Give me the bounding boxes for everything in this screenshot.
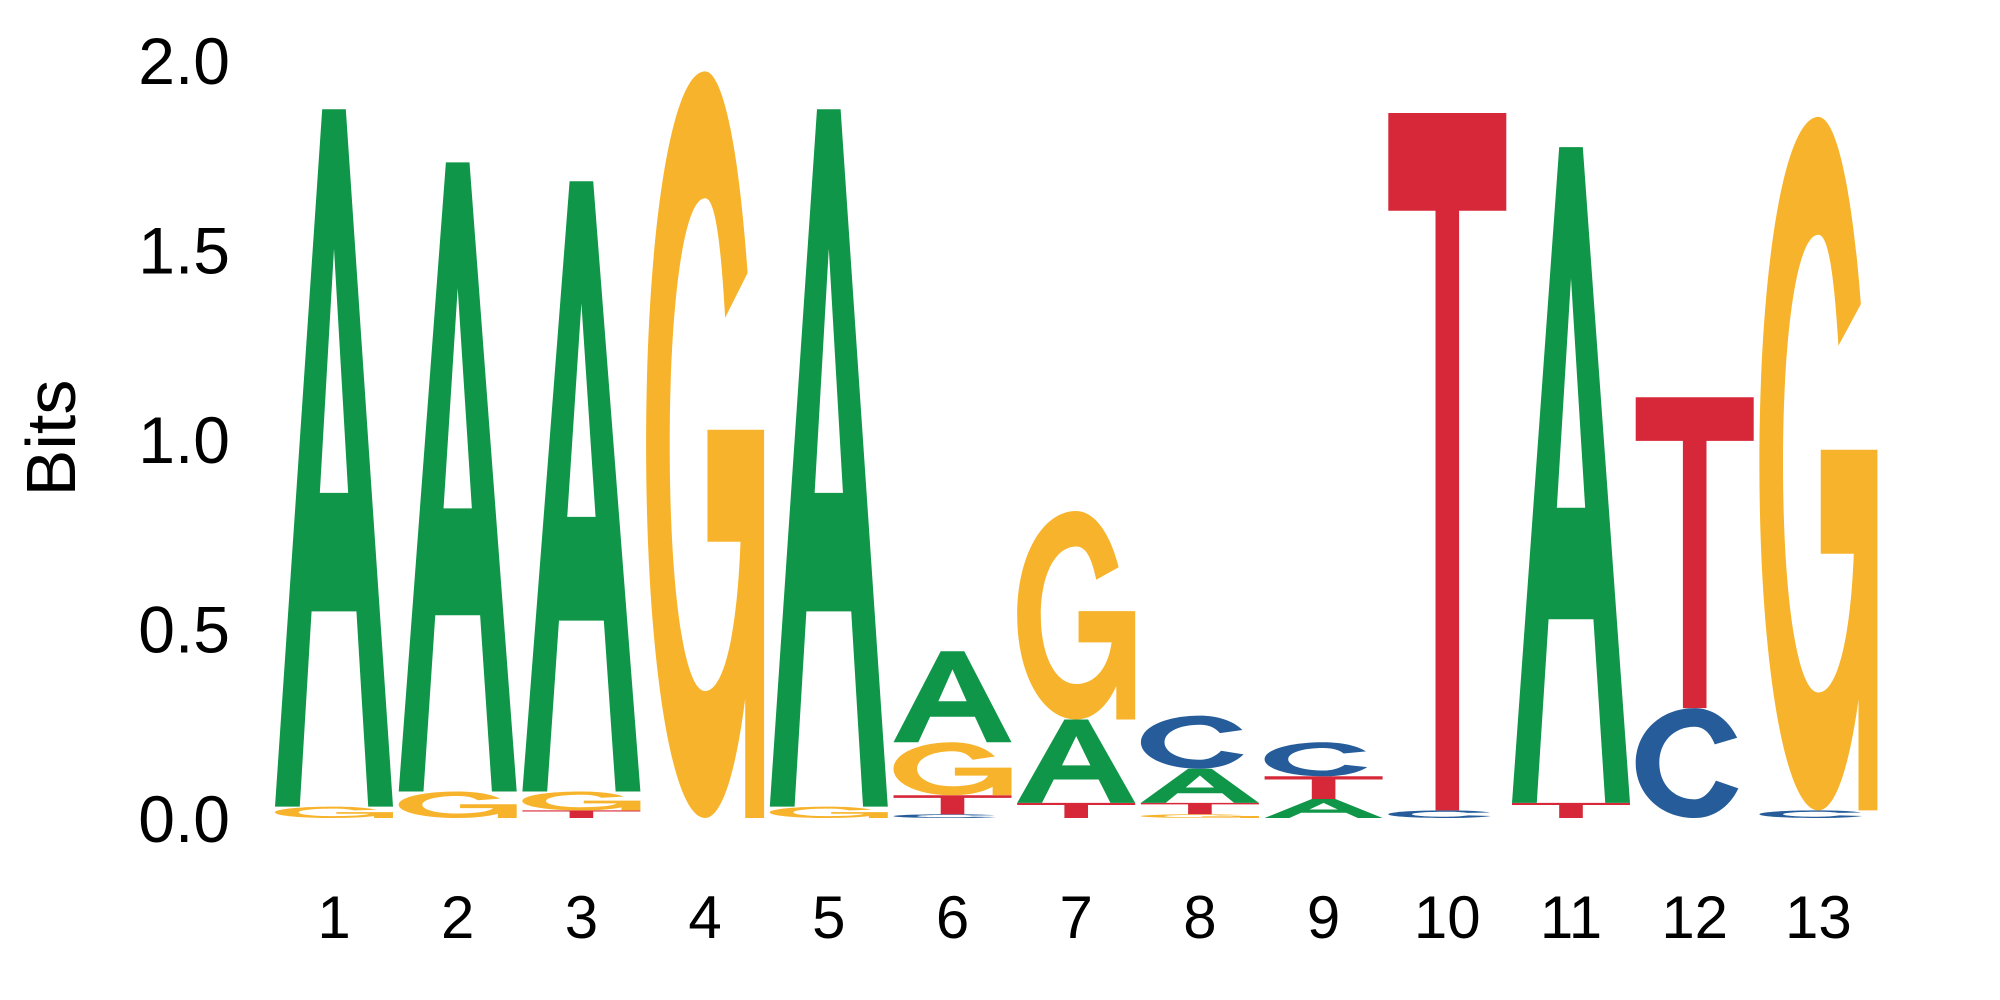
logo-letter-G-pos-8 [1140, 814, 1259, 818]
logo-letter-T-pos-7 [1017, 802, 1136, 818]
logo-letter-A-pos-3 [522, 181, 641, 792]
logo-letter-C-pos-6 [893, 814, 997, 818]
logo-letter-A-pos-5 [769, 109, 888, 807]
logo-letter-T-pos-9 [1264, 776, 1383, 800]
logo-letter-C-pos-8 [1140, 715, 1244, 769]
logo-letter-T-pos-3 [522, 810, 641, 818]
logo-letter-A-pos-11 [1512, 147, 1630, 803]
logo-letter-C-pos-13 [1759, 810, 1863, 818]
logo-letter-T-pos-8 [1140, 802, 1259, 815]
logo-letter-G-pos-3 [522, 791, 641, 811]
logo-letter-T-pos-11 [1512, 802, 1630, 818]
logo-letter-G-pos-6 [893, 742, 1012, 796]
x-tick-label: 7 [1060, 884, 1093, 951]
logo-letter-G-pos-7 [1017, 511, 1136, 720]
x-tick-label: 5 [812, 884, 845, 951]
logo-letter-G-pos-13 [1759, 116, 1878, 811]
x-tick-label: 6 [936, 884, 969, 951]
logo-letter-C-pos-9 [1264, 742, 1368, 777]
logo-letter-G-pos-1 [275, 806, 393, 818]
x-tick-label: 9 [1307, 884, 1340, 951]
x-tick-label: 8 [1183, 884, 1216, 951]
x-tick-label: 12 [1661, 884, 1728, 951]
x-tick-label: 13 [1785, 884, 1852, 951]
logo-letter-G-pos-5 [769, 806, 888, 818]
y-tick-label: 0.0 [138, 782, 230, 856]
y-tick-label: 2.0 [138, 24, 230, 98]
x-tick-label: 4 [688, 884, 721, 951]
logo-letter-A-pos-1 [275, 109, 393, 807]
x-tick-label: 3 [565, 884, 598, 951]
logo-letter-A-pos-7 [1017, 719, 1136, 803]
logo-letter-C-pos-12 [1635, 708, 1739, 818]
logo-letter-T-pos-10 [1388, 113, 1507, 811]
y-tick-label: 0.5 [138, 593, 230, 667]
logo-letter-G-pos-2 [398, 791, 517, 818]
logo-letter-A-pos-2 [398, 162, 517, 792]
logo-letter-T-pos-6 [893, 795, 1012, 815]
y-tick-label: 1.0 [138, 403, 230, 477]
logo-letter-C-pos-10 [1388, 810, 1491, 818]
logo-letter-A-pos-9 [1264, 799, 1383, 818]
logo-letter-A-pos-8 [1140, 768, 1259, 803]
logo-letter-A-pos-6 [893, 651, 1012, 743]
y-tick-label: 1.5 [138, 214, 230, 288]
x-axis-ticks: 1 2 3 4 5 6 7 8 9 10 11 12 13 [317, 884, 1851, 951]
y-axis-ticks: 0.0 0.5 1.0 1.5 2.0 [138, 24, 230, 856]
x-tick-label: 11 [1540, 884, 1602, 951]
x-tick-label: 10 [1414, 884, 1481, 951]
logo-letters [275, 71, 1878, 819]
logo-letter-T-pos-12 [1635, 397, 1754, 709]
y-axis-label: Bits [12, 380, 90, 497]
logo-letter-G-pos-4 [646, 71, 765, 819]
x-tick-label: 2 [441, 884, 474, 951]
x-tick-label: 1 [317, 884, 350, 951]
